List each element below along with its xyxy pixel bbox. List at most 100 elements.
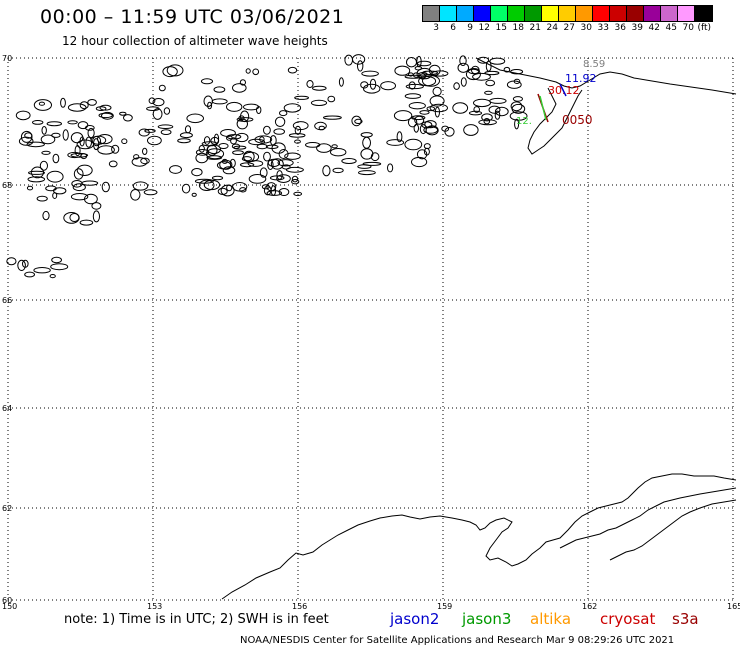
contour-blob bbox=[81, 180, 99, 186]
contour-blob bbox=[459, 55, 467, 67]
contour-blob bbox=[169, 165, 182, 174]
contour-blob bbox=[98, 112, 113, 119]
contour-blob bbox=[357, 60, 364, 72]
contour-blob bbox=[87, 127, 95, 139]
contour-blob bbox=[213, 133, 220, 144]
contour-blob bbox=[70, 152, 89, 158]
contour-blob bbox=[426, 106, 436, 112]
contour-blob bbox=[411, 115, 426, 121]
contour-blob bbox=[72, 183, 86, 192]
contour-blob bbox=[111, 144, 120, 154]
contour-blob bbox=[429, 103, 448, 113]
legend-label: 39 bbox=[631, 23, 643, 33]
legend-swatch bbox=[440, 6, 457, 21]
contour-blob bbox=[288, 133, 306, 138]
contour-blob bbox=[485, 60, 492, 72]
contour-blob bbox=[69, 213, 80, 222]
contour-blob bbox=[323, 115, 342, 120]
contour-blob bbox=[39, 160, 49, 171]
contour-blob bbox=[17, 259, 26, 271]
contour-blob bbox=[416, 60, 432, 67]
contour-blob bbox=[15, 110, 31, 121]
contour-blob bbox=[434, 106, 440, 118]
contour-blob bbox=[269, 135, 277, 146]
legend-swatch bbox=[457, 6, 474, 21]
contour-blob bbox=[97, 145, 115, 155]
contour-blob bbox=[218, 143, 229, 149]
contour-blob bbox=[207, 101, 213, 110]
contour-blob bbox=[46, 170, 64, 183]
contour-blob bbox=[206, 155, 223, 160]
legend-label: 3 bbox=[433, 23, 439, 33]
legend-label: 42 bbox=[648, 23, 660, 33]
lat-label: 62 bbox=[2, 504, 12, 513]
contour-blob bbox=[232, 150, 244, 156]
contour-blob bbox=[205, 148, 225, 160]
contour-blob bbox=[146, 106, 160, 111]
contour-blob bbox=[157, 124, 174, 129]
satellite-label-jason2: jason2 bbox=[390, 610, 440, 628]
contour-blob bbox=[370, 152, 380, 162]
contour-blob bbox=[213, 86, 226, 93]
coastline-south-3 bbox=[609, 499, 737, 561]
footer-note: note: 1) Time is in UTC; 2) SWH is in fe… bbox=[64, 612, 329, 627]
contour-blob bbox=[181, 183, 191, 194]
contour-blob bbox=[186, 113, 204, 124]
contour-blob bbox=[406, 57, 417, 68]
contour-blob bbox=[312, 85, 327, 91]
footer-credit: NOAA/NESDIS Center for Satellite Applica… bbox=[240, 635, 675, 646]
contour-blob bbox=[494, 106, 509, 117]
contour-blob bbox=[101, 181, 110, 193]
contour-blob bbox=[158, 84, 166, 92]
coastline-north bbox=[475, 57, 737, 95]
contour-blob bbox=[481, 113, 493, 122]
contour-blob bbox=[142, 147, 148, 155]
contour-blob bbox=[220, 184, 235, 197]
contour-blob bbox=[283, 103, 302, 113]
legend-swatch bbox=[593, 6, 610, 21]
contour-blob bbox=[360, 132, 373, 138]
contour-blob bbox=[195, 149, 210, 156]
contour-blob bbox=[393, 110, 413, 122]
color-legend bbox=[422, 5, 713, 22]
swh-reading: 0050 bbox=[562, 113, 593, 127]
legend-label: 45 bbox=[665, 23, 677, 33]
contour-blob bbox=[200, 78, 214, 85]
contour-blob bbox=[40, 134, 56, 145]
contour-blob bbox=[344, 54, 354, 66]
contour-blob bbox=[152, 98, 165, 107]
contour-blob bbox=[452, 102, 469, 114]
lat-lon-grid bbox=[7, 57, 734, 601]
contour-blob bbox=[198, 145, 205, 153]
contour-blob bbox=[216, 161, 232, 170]
satellite-track bbox=[539, 95, 547, 121]
contour-blob bbox=[484, 90, 493, 95]
legend-swatch bbox=[423, 6, 440, 21]
lon-label: 159 bbox=[437, 602, 452, 611]
contour-blob bbox=[310, 99, 328, 107]
contour-blob bbox=[239, 79, 246, 86]
contour-blob bbox=[85, 136, 92, 148]
coastline bbox=[221, 57, 737, 600]
contour-blob bbox=[316, 143, 332, 153]
contour-blob bbox=[49, 274, 56, 279]
lon-label: 165 bbox=[727, 602, 740, 611]
contour-blob bbox=[119, 111, 127, 116]
contour-blob bbox=[177, 138, 191, 144]
contour-blob bbox=[220, 129, 236, 137]
contour-blob bbox=[73, 168, 84, 180]
contour-blob bbox=[511, 103, 526, 114]
contour-blob bbox=[211, 175, 224, 181]
contour-blob bbox=[191, 192, 197, 197]
contour-blob bbox=[285, 166, 304, 173]
contour-blob bbox=[362, 161, 382, 166]
contour-blob bbox=[236, 117, 254, 122]
contour-blob bbox=[510, 101, 523, 112]
page-title: 00:00 – 11:59 UTC 03/06/2021 bbox=[40, 6, 345, 28]
contour-blob bbox=[413, 123, 419, 133]
legend-label: 70 bbox=[682, 23, 694, 33]
contour-blob bbox=[248, 138, 266, 146]
lon-label: 156 bbox=[292, 602, 307, 611]
contour-blob bbox=[195, 152, 209, 164]
contour-blob bbox=[160, 129, 172, 136]
